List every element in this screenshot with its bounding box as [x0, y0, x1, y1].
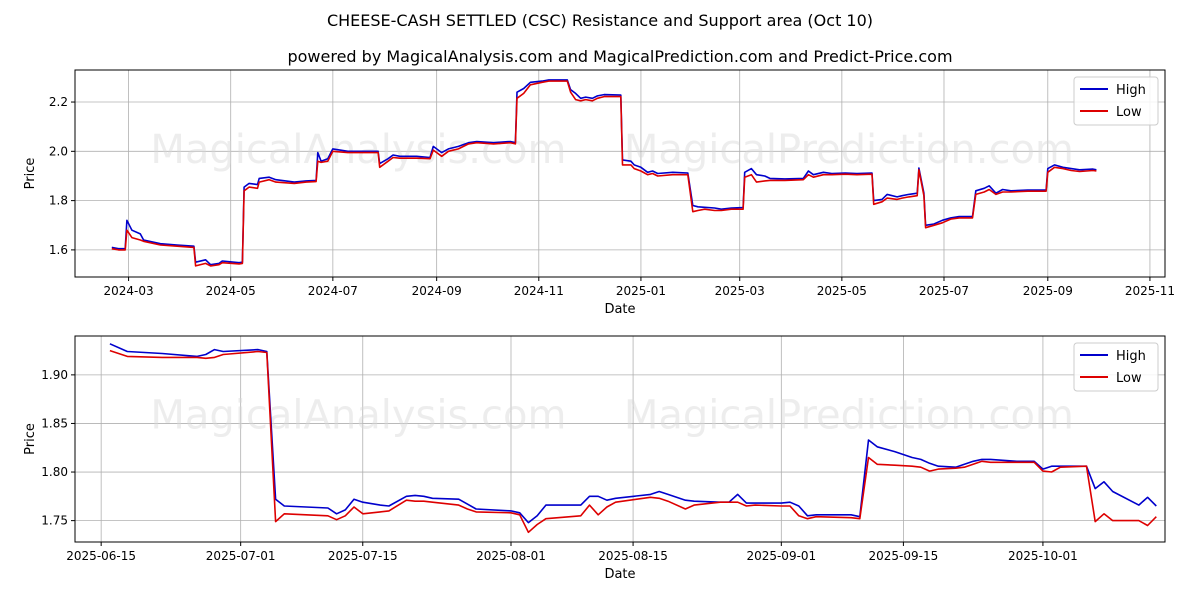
- series-line-low: [109, 349, 1157, 534]
- x-tick-label: 2025-07: [919, 284, 969, 298]
- y-axis-label: Price: [23, 158, 38, 190]
- x-tick-label: 2025-10-01: [1008, 549, 1078, 563]
- legend-label-high: High: [1116, 349, 1146, 364]
- series-line-high: [109, 343, 1157, 524]
- y-tick-label: 1.75: [41, 514, 68, 528]
- x-tick-label: 2025-09: [1023, 284, 1073, 298]
- x-tick-label: 2025-09-01: [746, 549, 816, 563]
- x-tick-label: 2025-06-15: [66, 549, 136, 563]
- y-tick-label: 1.90: [41, 368, 68, 382]
- y-axis-label: Price: [23, 423, 38, 455]
- plot-frame: [74, 335, 1166, 543]
- watermark-text: MagicalPrediction.com: [624, 127, 1074, 173]
- plot-frame: [74, 69, 1166, 278]
- y-tick-label: 1.80: [41, 465, 68, 479]
- x-tick-label: 2025-01: [616, 284, 666, 298]
- x-tick-label: 2025-03: [715, 284, 765, 298]
- x-tick-label: 2024-11: [514, 284, 564, 298]
- chart-title: CHEESE-CASH SETTLED (CSC) Resistance and…: [327, 11, 873, 30]
- legend-label-low: Low: [1116, 105, 1142, 120]
- y-tick-label: 1.85: [41, 416, 68, 430]
- watermark-text: MagicalPrediction.com: [624, 393, 1074, 439]
- legend-label-high: High: [1116, 83, 1146, 98]
- legend: High Low: [1073, 76, 1159, 126]
- x-tick-label: 2025-09-15: [869, 549, 939, 563]
- chart-panel-2: 1.75 1.80 1.85 1.90 2025-06-15 2025-07-01 2025…: [23, 335, 1166, 582]
- y-tick-label: 1.6: [49, 243, 68, 257]
- x-tick-label: 2024-05: [206, 284, 256, 298]
- x-tick-label: 2025-08-15: [598, 549, 668, 563]
- y-tick-label: 2.2: [49, 95, 68, 109]
- legend: High Low: [1073, 342, 1159, 392]
- x-tick-label: 2025-07-15: [328, 549, 398, 563]
- chart-subtitle: powered by MagicalAnalysis.com and Magic…: [287, 47, 952, 66]
- legend-label-low: Low: [1116, 371, 1142, 386]
- x-tick-label: 2025-11: [1125, 284, 1175, 298]
- watermark-text: MagicalAnalysis.com: [150, 127, 566, 173]
- x-tick-label: 2025-05: [817, 284, 867, 298]
- x-axis-label: Date: [604, 567, 635, 582]
- x-tick-label: 2024-09: [412, 284, 462, 298]
- x-tick-label: 2024-07: [308, 284, 358, 298]
- y-tick-label: 1.8: [49, 194, 68, 208]
- series-line-low: [111, 80, 1097, 267]
- y-tick-label: 2.0: [49, 144, 68, 158]
- x-tick-label: 2024-03: [104, 284, 154, 298]
- x-tick-label: 2025-07-01: [206, 549, 276, 563]
- watermark-text: MagicalAnalysis.com: [150, 393, 566, 439]
- x-axis-label: Date: [604, 302, 635, 317]
- chart-panel-1: 1.6 1.8 2.0 2.2 2024-03 2024-05 2024-07 2024-09…: [23, 69, 1175, 317]
- x-tick-label: 2025-08-01: [476, 549, 546, 563]
